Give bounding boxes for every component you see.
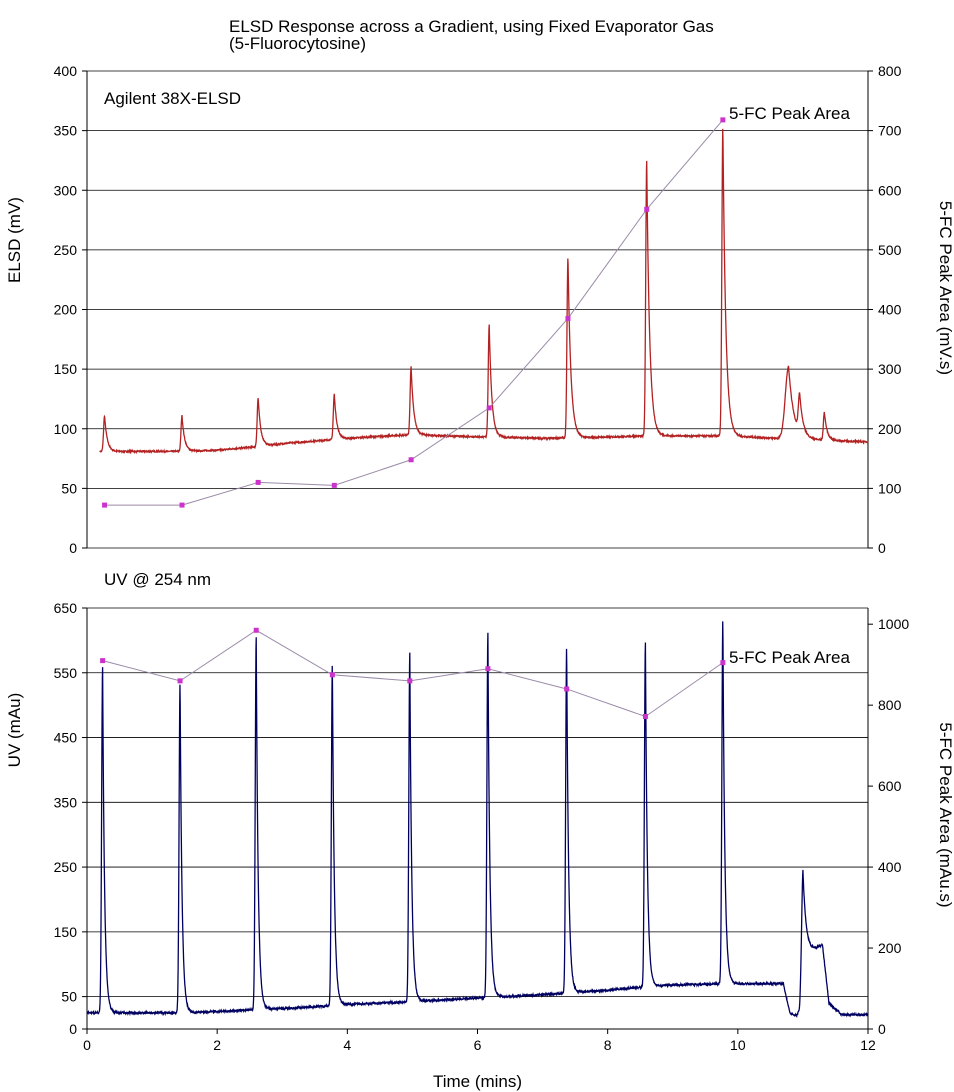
y2-axis-title: 5-FC Peak Area (mV.s) bbox=[936, 201, 954, 375]
y2-tick-label: 300 bbox=[878, 361, 902, 377]
y-tick-label: 0 bbox=[69, 540, 77, 556]
peak-area-point bbox=[329, 672, 335, 678]
y-axis-title: UV (mAu) bbox=[5, 693, 24, 768]
x-tick-label: 12 bbox=[860, 1037, 876, 1053]
chromatogram-trace bbox=[86, 621, 869, 1018]
y-tick-label: 250 bbox=[54, 859, 78, 875]
x-tick-label: 2 bbox=[213, 1037, 221, 1053]
y-tick-label: 0 bbox=[69, 1021, 77, 1037]
peak-area-line bbox=[104, 119, 724, 506]
series-label: 5-FC Peak Area bbox=[729, 104, 850, 123]
x-tick-label: 6 bbox=[474, 1037, 482, 1053]
y2-tick-label: 200 bbox=[878, 940, 902, 956]
peak-area-point bbox=[720, 660, 726, 666]
chart-title-line-1: ELSD Response across a Gradient, using F… bbox=[229, 17, 714, 36]
gridlines bbox=[87, 70, 868, 998]
y2-axis-title: 5-FC Peak Area (mAu.s) bbox=[936, 722, 954, 907]
panel-label: Agilent 38X-ELSD bbox=[104, 89, 241, 108]
y2-tick-label: 1000 bbox=[878, 616, 909, 632]
y-tick-label: 50 bbox=[61, 480, 77, 496]
x-tick-label: 0 bbox=[83, 1037, 91, 1053]
axis-labels: 0501001502002503003504000100200300400500… bbox=[5, 63, 954, 1091]
y2-tick-label: 500 bbox=[878, 242, 902, 258]
peak-area-point bbox=[485, 666, 491, 672]
peak-area-point bbox=[102, 502, 108, 508]
peak-area-point bbox=[564, 686, 570, 692]
y-tick-label: 450 bbox=[54, 730, 78, 746]
peak-area-point bbox=[179, 502, 185, 508]
y2-tick-label: 800 bbox=[878, 697, 902, 713]
y-axis-title: ELSD (mV) bbox=[5, 197, 24, 283]
y2-tick-label: 400 bbox=[878, 302, 902, 318]
peak-area-point bbox=[408, 457, 414, 463]
y2-tick-label: 0 bbox=[878, 1021, 886, 1037]
y2-tick-label: 0 bbox=[878, 540, 886, 556]
x-tick-label: 4 bbox=[343, 1037, 351, 1053]
y-tick-label: 650 bbox=[54, 600, 78, 616]
y-tick-label: 200 bbox=[54, 302, 78, 318]
peak-area-point bbox=[100, 658, 106, 664]
y-tick-label: 100 bbox=[54, 421, 78, 437]
chart-title-line-2: (5-Fluorocytosine) bbox=[229, 34, 366, 53]
y2-tick-label: 100 bbox=[878, 480, 902, 496]
chromatogram-trace bbox=[99, 128, 869, 455]
x-axis-title: Time (mins) bbox=[433, 1072, 522, 1091]
y-tick-label: 550 bbox=[54, 665, 78, 681]
y-tick-label: 350 bbox=[54, 123, 78, 139]
x-tick-label: 8 bbox=[604, 1037, 612, 1053]
peak-area-point bbox=[565, 315, 571, 321]
traces bbox=[86, 128, 869, 1018]
y-tick-label: 300 bbox=[54, 182, 78, 198]
peak-area-point bbox=[253, 627, 259, 633]
panel-label: UV @ 254 nm bbox=[104, 570, 211, 589]
y2-tick-label: 600 bbox=[878, 778, 902, 794]
peak-area-point bbox=[407, 678, 413, 684]
y-tick-label: 350 bbox=[54, 794, 78, 810]
y2-tick-label: 800 bbox=[878, 63, 902, 79]
y-tick-label: 50 bbox=[61, 989, 77, 1005]
x-tick-label: 10 bbox=[730, 1037, 746, 1053]
y-tick-label: 400 bbox=[54, 63, 78, 79]
peak-area-point bbox=[486, 405, 492, 411]
peak-area-point bbox=[642, 713, 648, 719]
y2-tick-label: 600 bbox=[878, 182, 902, 198]
chart-title: ELSD Response across a Gradient, using F… bbox=[229, 18, 714, 52]
y2-tick-label: 700 bbox=[878, 123, 902, 139]
y2-tick-label: 400 bbox=[878, 859, 902, 875]
y-tick-label: 150 bbox=[54, 361, 78, 377]
peak-area-series bbox=[100, 117, 726, 719]
y2-tick-label: 200 bbox=[878, 421, 902, 437]
peak-area-line bbox=[102, 629, 724, 718]
y-tick-label: 250 bbox=[54, 242, 78, 258]
peak-area-point bbox=[331, 482, 337, 488]
peak-area-point bbox=[255, 479, 261, 485]
series-label: 5-FC Peak Area bbox=[729, 648, 850, 667]
peak-area-point bbox=[644, 206, 650, 212]
peak-area-point bbox=[177, 678, 183, 684]
axes bbox=[82, 70, 873, 1034]
peak-area-point bbox=[720, 117, 726, 123]
y-tick-label: 150 bbox=[54, 924, 78, 940]
